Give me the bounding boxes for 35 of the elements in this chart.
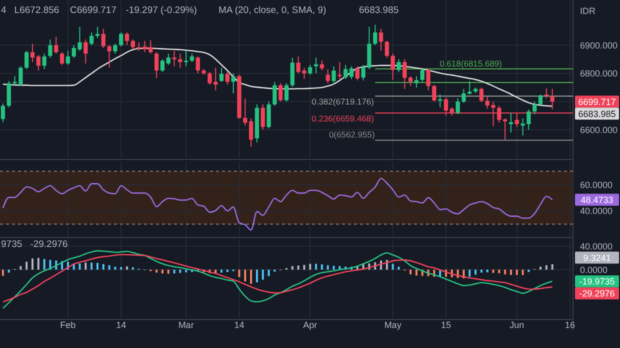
x-tick-label: Jun [510,320,524,330]
y-tick-label: 0.0000 [580,264,608,275]
text: 6683.985 [578,108,616,119]
annotation: -29.2976 [30,239,68,250]
text: 9.3241 [583,252,611,263]
annotation: MA (20, close, 0, SMA, 9) [218,5,326,16]
text: 48.4733 [580,194,614,205]
x-tick-label: 15 [440,320,452,330]
x-tick-label: Mar [178,320,194,330]
annotation: 9735 [1,239,22,250]
annotation: 6683.985 [359,5,399,16]
y-tick-label: 6600.000 [580,125,618,136]
x-tick-label: May [384,320,402,330]
y-tick-label: 6800.000 [580,68,618,79]
text: 6699.717 [578,96,616,107]
text: -29.2976 [579,288,615,299]
y-tick-label: 40.0000 [580,206,613,216]
ref-line-label: 0(6562.955) [328,130,375,140]
annotation: -19.297 (-0.29%) [126,5,197,16]
y-tick-label: 6900.000 [580,40,618,50]
ref-line-label: 0.236(6659.468) [312,114,374,124]
annotation: L6672.856 [14,5,60,16]
x-tick-label: 16 [565,320,576,330]
text: -19.9735 [579,276,615,287]
x-tick-label: 14 [116,320,126,330]
annotation: C6699.717 [70,5,116,16]
y-axis-title: IDR [580,6,596,16]
y-tick-label: 60.0000 [580,180,613,190]
ref-line-label: 0.382(6719.176) [312,96,374,107]
x-tick-label: 14 [234,320,244,330]
x-tick-label: Feb [60,320,76,330]
ref-line-label: 0.618(6815.689) [440,58,502,68]
y-tick-label: 40.0000 [580,241,613,252]
x-tick-label: Apr [303,320,318,330]
annotation: 4 [1,5,6,16]
